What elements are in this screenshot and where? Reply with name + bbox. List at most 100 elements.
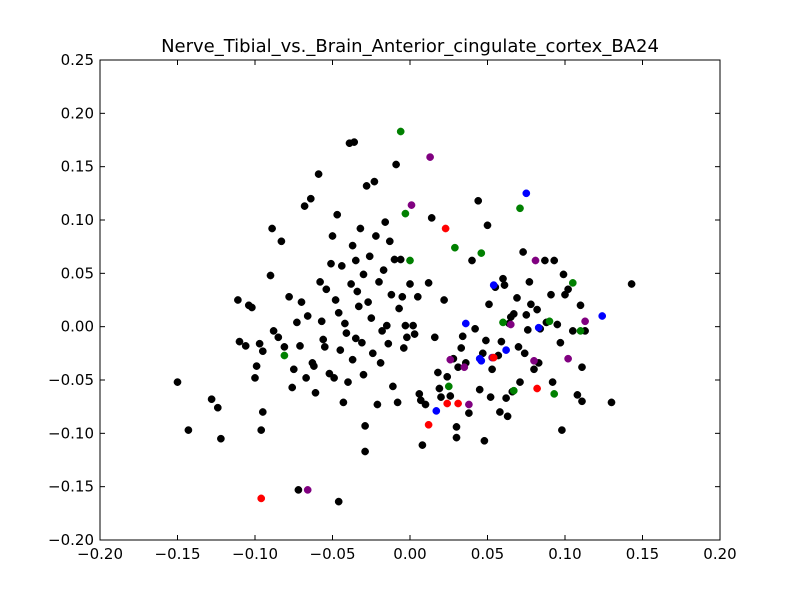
scatter-point	[564, 354, 572, 363]
scatter-point	[564, 285, 572, 294]
scatter-point	[576, 301, 585, 310]
scatter-point	[443, 399, 452, 408]
y-tick-label: −0.10	[48, 424, 94, 442]
scatter-point	[356, 224, 365, 233]
scatter-point	[522, 311, 531, 319]
scatter-point	[444, 382, 453, 391]
x-tick-label: 0.10	[548, 545, 581, 563]
scatter-point	[381, 218, 390, 226]
scatter-point	[348, 241, 357, 250]
scatter-point	[452, 433, 461, 442]
scatter-point	[527, 300, 535, 309]
scatter-point	[248, 303, 256, 312]
scatter-point	[310, 362, 318, 370]
scatter-point	[268, 224, 276, 233]
y-tick-label: 0.05	[61, 264, 94, 282]
scatter-point	[550, 256, 559, 265]
scatter-point	[471, 324, 479, 333]
scatter-point	[213, 403, 222, 412]
scatter-point	[330, 374, 338, 382]
scatter-point	[297, 298, 306, 306]
x-tick-label: 0.15	[626, 545, 659, 563]
scatter-point	[430, 333, 439, 342]
scatter-point	[573, 391, 582, 399]
scatter-point	[513, 294, 521, 302]
scatter-point	[550, 390, 559, 398]
x-tick-label: 0.20	[703, 545, 736, 563]
scatter-point	[437, 393, 445, 401]
scatter-point	[485, 300, 493, 309]
scatter-point	[396, 127, 405, 136]
scatter-point	[351, 334, 360, 343]
scatter-point	[334, 308, 343, 317]
scatter-point	[351, 256, 360, 265]
scatter-point	[393, 398, 402, 407]
scatter-point	[598, 312, 607, 320]
scatter-point	[451, 243, 459, 252]
scatter-point	[255, 339, 264, 348]
scatter-point	[317, 317, 326, 326]
scatter-point	[361, 422, 369, 430]
scatter-point	[558, 426, 566, 434]
scatter-point	[489, 281, 498, 289]
scatter-point	[384, 339, 393, 348]
scatter-point	[406, 280, 414, 288]
scatter-point	[514, 343, 523, 351]
scatter-point	[468, 256, 476, 265]
scatter-point	[434, 368, 442, 377]
scatter-point	[293, 318, 301, 327]
scatter-point	[488, 365, 496, 374]
x-tick-label: 0.00	[393, 545, 426, 563]
series-4	[257, 224, 541, 503]
scatter-point	[548, 378, 557, 386]
scatter-point	[392, 160, 400, 169]
scatter-point	[516, 378, 524, 386]
scatter-point	[578, 397, 586, 406]
scatter-point	[316, 278, 324, 286]
scatter-point	[497, 337, 506, 346]
scatter-point	[475, 385, 484, 394]
scatter-point	[184, 426, 193, 434]
scatter-point	[251, 374, 259, 382]
scatter-point	[280, 343, 289, 351]
scatter-point	[252, 362, 261, 370]
scatter-point	[385, 237, 394, 246]
scatter-point	[547, 290, 555, 299]
scatter-point	[489, 353, 498, 362]
scatter-point	[516, 204, 524, 213]
scatter-point	[376, 359, 385, 367]
y-tick-label: 0.20	[61, 104, 94, 122]
scatter-point	[581, 317, 589, 326]
scatter-point	[503, 412, 512, 421]
scatter-point	[277, 237, 286, 246]
scatter-point	[257, 426, 266, 434]
scatter-point	[266, 271, 275, 280]
scatter-point	[519, 248, 527, 256]
scatter-point	[319, 335, 328, 344]
scatter-point	[396, 255, 405, 264]
scatter-point	[339, 398, 348, 407]
scatter-point	[465, 409, 473, 417]
scatter-point	[327, 259, 335, 268]
scatter-point	[269, 327, 278, 335]
scatter-point	[257, 494, 266, 503]
scatter-point	[401, 321, 410, 330]
scatter-point	[530, 356, 538, 365]
scatter-point	[258, 347, 267, 356]
scatter-point	[285, 292, 293, 301]
scatter-point	[207, 395, 216, 404]
scatter-point	[523, 326, 532, 334]
scatter-point	[509, 386, 518, 395]
scatter-point	[280, 351, 289, 360]
y-tick-label: 0.10	[61, 211, 94, 229]
scatter-point	[502, 394, 510, 402]
scatter-point	[294, 486, 303, 494]
scatter-point	[421, 400, 430, 409]
scatter-point	[525, 278, 534, 286]
scatter-point	[545, 317, 554, 326]
scatter-point	[359, 370, 368, 379]
scatter-point	[533, 305, 541, 314]
scatter-point	[379, 266, 388, 274]
scatter-point	[475, 354, 484, 363]
